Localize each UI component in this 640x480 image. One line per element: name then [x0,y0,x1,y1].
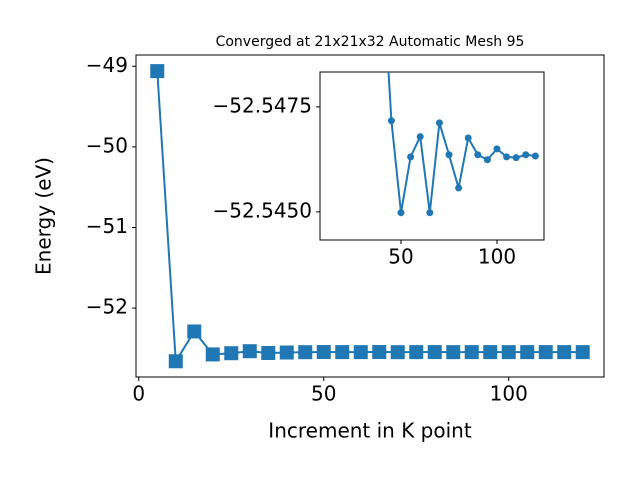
data-point [483,345,498,360]
y-tick-label: −52 [86,295,128,319]
data-point [493,145,501,153]
data-point [353,345,368,360]
data-point [512,154,520,162]
y-axis-label: Energy (eV) [32,157,56,275]
y-tick-label: −51 [86,214,128,238]
data-point [279,345,294,360]
data-point [242,344,257,359]
data-point [261,345,276,360]
plot-area [150,64,590,369]
data-point [409,345,424,360]
y-tick-label: −52.5475 [213,93,312,117]
data-point [390,345,405,360]
chart-title: Converged at 21x21x32 Automatic Mesh 95 [216,34,525,50]
data-point [387,117,395,125]
x-tick-label: 50 [388,245,413,269]
x-tick-label: 0 [132,382,145,406]
data-point [168,354,183,369]
data-point [187,324,202,339]
data-point [522,151,530,159]
data-point [407,153,415,161]
data-point [397,209,405,217]
data-point [455,184,463,192]
x-tick-label: 100 [478,245,516,269]
data-point [150,64,165,79]
data-point [575,345,590,360]
data-point [426,209,434,217]
x-tick-label: 50 [311,382,336,406]
y-tick-label: −52.5450 [213,198,312,222]
data-point [501,345,516,360]
data-point [298,345,313,360]
axes-frame [135,54,605,378]
plot-area [387,72,539,217]
data-point [503,153,511,161]
data-point [445,151,453,159]
x-tick-label: 100 [490,382,528,406]
data-point [474,151,482,159]
data-point [427,345,442,360]
data-point [538,345,553,360]
data-point [557,345,572,360]
data-point [464,134,472,142]
x-axis-label: Increment in K point [268,419,472,443]
data-point [520,345,535,360]
data-line [387,72,536,213]
data-point [416,133,424,141]
data-point [316,345,331,360]
y-tick-label: −49 [86,53,128,77]
y-tick-label: −50 [86,133,128,157]
axes-frame [319,71,545,241]
data-point [224,346,239,361]
data-point [483,156,491,164]
data-point [464,345,479,360]
data-point [205,347,220,362]
data-point [435,119,443,127]
data-point [446,345,461,360]
data-point [531,152,539,160]
data-point [335,345,350,360]
data-point [372,345,387,360]
